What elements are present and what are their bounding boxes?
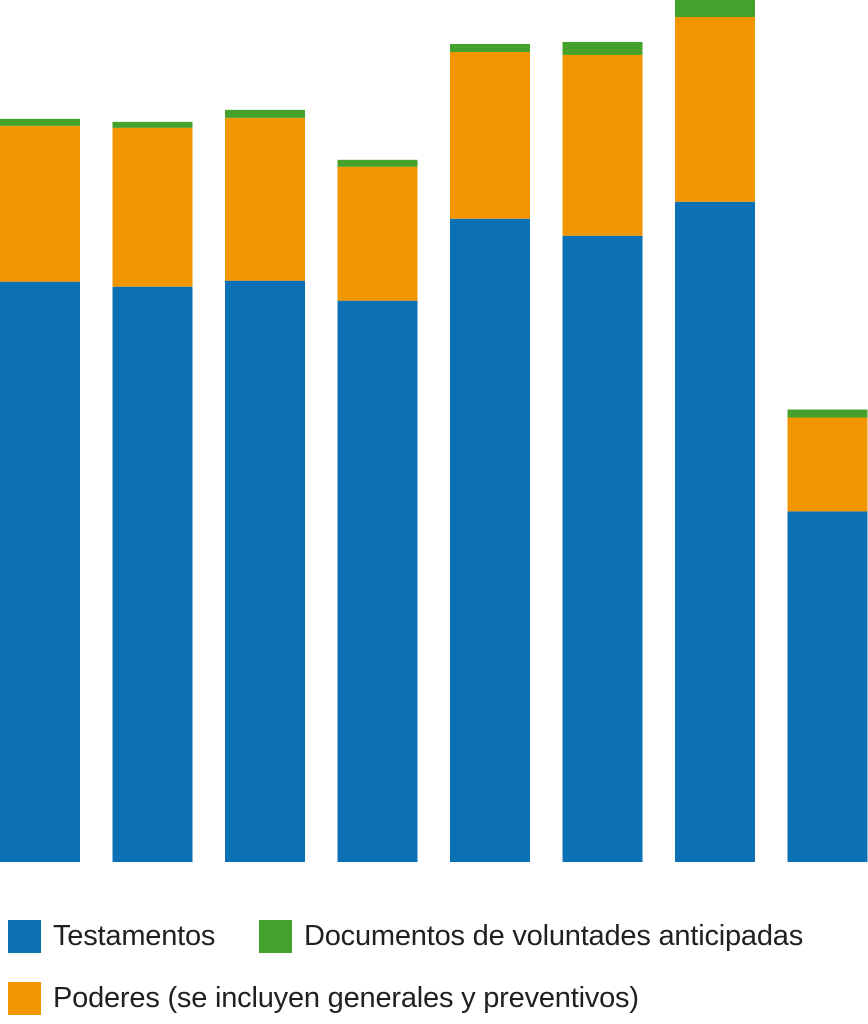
bar-segment-testamentos-6 (562, 235, 643, 862)
bar-segment-testamentos-4 (337, 300, 418, 862)
legend-item-documentos: Documentos de voluntades anticipadas (259, 920, 803, 953)
bar-segment-documentos-7 (675, 0, 755, 17)
bar-segment-documentos-5 (450, 43, 530, 52)
bar-segment-testamentos-5 (450, 218, 530, 863)
bar-segment-documentos-8 (787, 409, 868, 418)
bar-segment-testamentos-1 (0, 281, 80, 862)
bar-segment-poderes-1 (0, 125, 80, 282)
bar-segment-poderes-7 (675, 16, 755, 202)
bar-segment-testamentos-8 (787, 511, 868, 862)
bar-segment-testamentos-7 (675, 201, 755, 862)
bar-segment-documentos-2 (112, 121, 193, 128)
legend-item-testamentos: Testamentos (8, 920, 215, 953)
legend-item-poderes: Poderes (se incluyen generales y prevent… (8, 982, 639, 1015)
legend-swatch-documentos (259, 920, 292, 953)
bar-segment-poderes-2 (112, 127, 193, 287)
legend-label-documentos: Documentos de voluntades anticipadas (304, 920, 804, 952)
legend-label-testamentos: Testamentos (53, 920, 216, 952)
bar-segment-documentos-3 (225, 109, 305, 118)
bar-segment-poderes-5 (450, 51, 530, 219)
bar-segment-testamentos-3 (225, 280, 305, 862)
bar-segment-testamentos-2 (112, 286, 193, 862)
legend-swatch-testamentos (8, 920, 41, 953)
bar-segment-poderes-4 (337, 166, 418, 301)
bar-segment-documentos-1 (0, 118, 80, 126)
legend-label-poderes: Poderes (se incluyen generales y prevent… (53, 982, 639, 1014)
bar-segment-poderes-8 (787, 417, 868, 512)
bar-segment-documentos-6 (562, 41, 643, 55)
legend-swatch-poderes (8, 982, 41, 1015)
stacked-bar-chart (0, 0, 868, 863)
bar-segment-poderes-3 (225, 117, 305, 281)
bar-segment-documentos-4 (337, 159, 418, 167)
bar-segment-poderes-6 (562, 54, 643, 236)
chart-legend: Testamentos Documentos de voluntades ant… (0, 900, 868, 1024)
